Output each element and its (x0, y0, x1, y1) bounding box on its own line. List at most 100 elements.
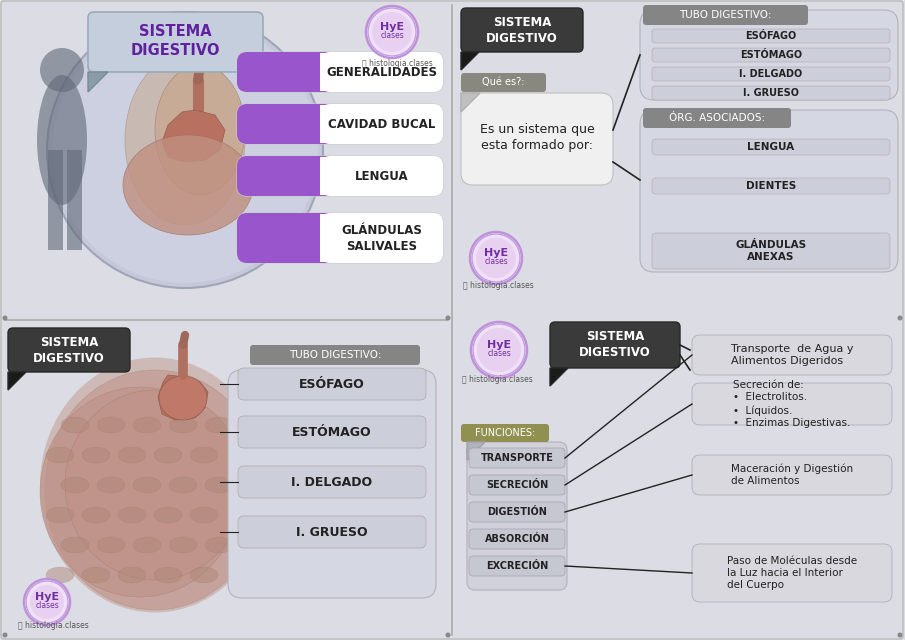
Polygon shape (550, 368, 568, 386)
Circle shape (477, 328, 521, 372)
Ellipse shape (125, 55, 245, 225)
Text: SECRECIÓN: SECRECIÓN (486, 480, 548, 490)
Circle shape (372, 12, 412, 52)
FancyBboxPatch shape (238, 466, 426, 498)
Text: HyE: HyE (487, 340, 511, 350)
Ellipse shape (82, 567, 110, 583)
FancyBboxPatch shape (461, 93, 613, 185)
FancyBboxPatch shape (238, 368, 426, 400)
Polygon shape (8, 372, 26, 390)
FancyBboxPatch shape (643, 5, 808, 25)
Circle shape (898, 632, 902, 637)
FancyBboxPatch shape (461, 424, 549, 442)
Text: TRANSPORTE: TRANSPORTE (481, 453, 554, 463)
FancyBboxPatch shape (652, 86, 890, 100)
Ellipse shape (97, 477, 125, 493)
Text: LENGUA: LENGUA (355, 170, 409, 182)
Text: LENGUA: LENGUA (748, 142, 795, 152)
Circle shape (52, 17, 318, 283)
Ellipse shape (61, 417, 89, 433)
Ellipse shape (169, 537, 197, 553)
FancyBboxPatch shape (469, 529, 565, 549)
Circle shape (30, 585, 64, 619)
Text: ⓘ histologia.clases: ⓘ histologia.clases (18, 621, 89, 630)
Text: I. GRUESO: I. GRUESO (296, 525, 367, 538)
FancyBboxPatch shape (692, 383, 892, 425)
Ellipse shape (61, 477, 89, 493)
Polygon shape (162, 110, 225, 162)
Ellipse shape (154, 447, 182, 463)
Circle shape (445, 316, 451, 321)
Ellipse shape (97, 537, 125, 553)
Text: ESÓFAGO: ESÓFAGO (300, 378, 365, 390)
Ellipse shape (118, 507, 146, 523)
Ellipse shape (205, 477, 233, 493)
Bar (320, 214, 360, 262)
FancyBboxPatch shape (320, 156, 443, 196)
FancyBboxPatch shape (640, 110, 898, 272)
Text: I. GRUESO: I. GRUESO (743, 88, 799, 98)
Ellipse shape (82, 507, 110, 523)
Circle shape (445, 632, 451, 637)
Text: TUBO DIGESTIVO:: TUBO DIGESTIVO: (289, 350, 381, 360)
Ellipse shape (82, 447, 110, 463)
Text: TUBO DIGESTIVO:: TUBO DIGESTIVO: (679, 10, 771, 20)
Ellipse shape (40, 387, 240, 597)
FancyBboxPatch shape (469, 448, 565, 468)
Bar (277, 52, 339, 92)
Text: GLÁNDULAS
SALIVALES: GLÁNDULAS SALIVALES (341, 223, 423, 253)
Text: DIENTES: DIENTES (746, 181, 796, 191)
FancyBboxPatch shape (320, 52, 443, 92)
Ellipse shape (154, 567, 182, 583)
FancyBboxPatch shape (237, 156, 443, 196)
Text: Transporte  de Agua y
Alimentos Digeridos: Transporte de Agua y Alimentos Digeridos (730, 344, 853, 366)
Bar (320, 53, 360, 91)
Ellipse shape (169, 417, 197, 433)
FancyBboxPatch shape (237, 104, 443, 144)
Text: HyE: HyE (35, 592, 59, 602)
Circle shape (24, 579, 70, 625)
Circle shape (366, 6, 418, 58)
FancyBboxPatch shape (8, 328, 130, 372)
Polygon shape (461, 52, 479, 70)
FancyBboxPatch shape (237, 104, 339, 144)
Polygon shape (467, 442, 485, 460)
Polygon shape (461, 93, 480, 112)
FancyBboxPatch shape (238, 416, 426, 448)
Text: HyE: HyE (484, 248, 508, 258)
Bar (320, 157, 360, 195)
Circle shape (26, 581, 68, 623)
Ellipse shape (118, 567, 146, 583)
Bar (277, 104, 339, 144)
FancyBboxPatch shape (692, 455, 892, 495)
FancyBboxPatch shape (469, 556, 565, 576)
Text: SISTEMA
DIGESTIVO: SISTEMA DIGESTIVO (33, 335, 105, 365)
Text: EXCRECIÓN: EXCRECIÓN (486, 561, 548, 571)
FancyBboxPatch shape (238, 516, 426, 548)
Text: ESTÓMAGO: ESTÓMAGO (292, 426, 372, 438)
Ellipse shape (159, 376, 207, 420)
Ellipse shape (61, 537, 89, 553)
Text: SISTEMA
DIGESTIVO: SISTEMA DIGESTIVO (579, 330, 651, 360)
Ellipse shape (133, 477, 161, 493)
FancyBboxPatch shape (469, 502, 565, 522)
Text: Maceración y Digestión
de Alimentos: Maceración y Digestión de Alimentos (731, 463, 853, 486)
Circle shape (476, 238, 516, 278)
Circle shape (898, 316, 902, 321)
Text: SISTEMA
DIGESTIVO: SISTEMA DIGESTIVO (130, 24, 220, 58)
Ellipse shape (154, 507, 182, 523)
Text: ÓRG. ASOCIADOS:: ÓRG. ASOCIADOS: (669, 113, 765, 123)
FancyBboxPatch shape (461, 8, 583, 52)
Text: DIGESTIÓN: DIGESTIÓN (487, 507, 547, 517)
FancyBboxPatch shape (237, 52, 443, 92)
Ellipse shape (133, 417, 161, 433)
Ellipse shape (205, 417, 233, 433)
Text: I. DELGADO: I. DELGADO (739, 69, 803, 79)
Text: ⓘ histologia.clases: ⓘ histologia.clases (463, 280, 534, 289)
Circle shape (471, 322, 527, 378)
Ellipse shape (65, 390, 245, 580)
FancyBboxPatch shape (652, 48, 890, 62)
FancyBboxPatch shape (88, 12, 263, 72)
Circle shape (470, 232, 522, 284)
FancyBboxPatch shape (652, 67, 890, 81)
